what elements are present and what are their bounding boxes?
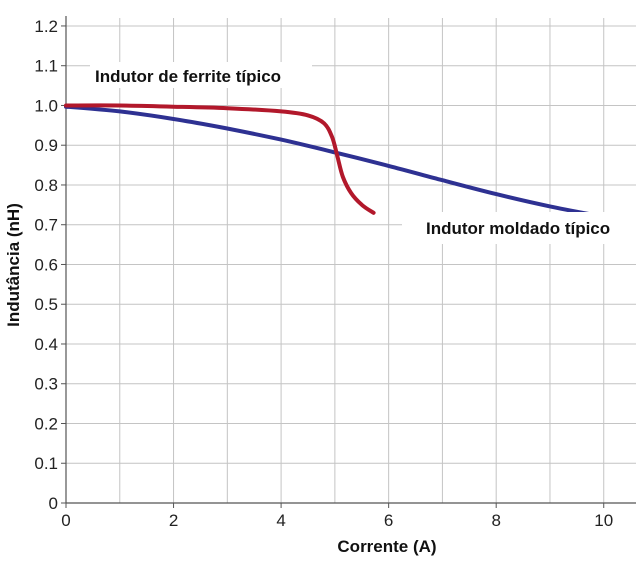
x-tick-label: 4: [276, 511, 285, 530]
ferrite-inductor-line: [64, 103, 376, 215]
y-tick-label: 0.3: [34, 375, 58, 394]
y-tick-label: 1.1: [34, 57, 58, 76]
y-tick-label: 1.2: [34, 17, 58, 36]
y-tick-label: 0.1: [34, 454, 58, 473]
ferrite-label-background: [90, 62, 312, 88]
x-tick-label: 10: [594, 511, 613, 530]
axes: [61, 16, 636, 508]
x-tick-label: 0: [61, 511, 70, 530]
ferrite-series-label: Indutor de ferrite típico: [95, 67, 281, 86]
molded-series-label: Indutor moldado típico: [426, 219, 610, 238]
x-tick-label: 8: [491, 511, 500, 530]
y-tick-label: 0.5: [34, 295, 58, 314]
y-tick-label: 0.4: [34, 335, 58, 354]
y-axis-title: Indutância (nH): [4, 203, 23, 327]
y-tick-label: 1.0: [34, 96, 58, 115]
y-tick-label: 0.9: [34, 136, 58, 155]
x-axis-title: Corrente (A): [337, 537, 436, 556]
y-tick-label: 0.6: [34, 255, 58, 274]
y-tick-labels: 0 0.1 0.2 0.3 0.4 0.5 0.6 0.7 0.8 0.9 1.0 1.1 1.2: [34, 17, 58, 513]
grid: [66, 18, 636, 503]
y-tick-label: 0.2: [34, 414, 58, 433]
x-tick-labels: 0 2 4 6 8 10: [61, 511, 613, 530]
y-tick-label: 0.8: [34, 176, 58, 195]
x-tick-label: 6: [384, 511, 393, 530]
molded-label-background: [402, 212, 638, 244]
x-tick-label: 2: [169, 511, 178, 530]
series-lines: [64, 103, 606, 219]
y-tick-label: 0.7: [34, 216, 58, 235]
y-tick-label: 0: [49, 494, 58, 513]
